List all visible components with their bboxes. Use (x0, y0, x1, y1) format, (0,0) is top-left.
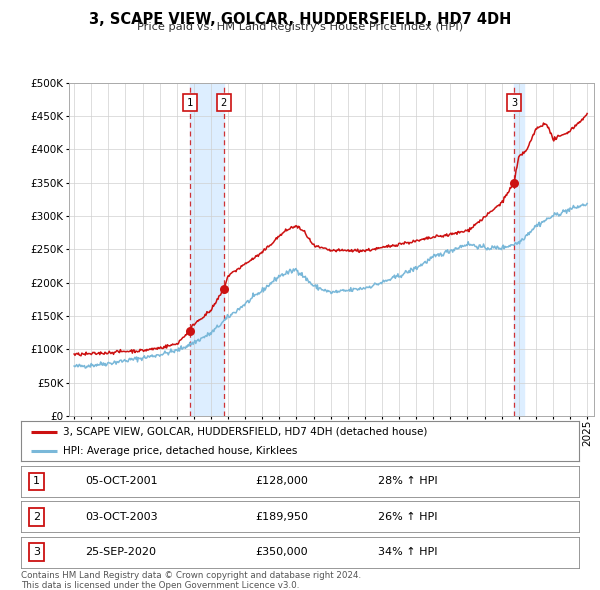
Bar (514, 83, 524, 416)
Text: 1: 1 (33, 477, 40, 486)
Text: 3: 3 (511, 97, 517, 107)
Text: £189,950: £189,950 (256, 512, 308, 522)
Text: 25-SEP-2020: 25-SEP-2020 (85, 548, 156, 557)
Text: 2: 2 (33, 512, 40, 522)
Bar (190, 83, 224, 416)
Text: 3, SCAPE VIEW, GOLCAR, HUDDERSFIELD, HD7 4DH: 3, SCAPE VIEW, GOLCAR, HUDDERSFIELD, HD7… (89, 12, 511, 27)
Text: £350,000: £350,000 (256, 548, 308, 557)
Text: HPI: Average price, detached house, Kirklees: HPI: Average price, detached house, Kirk… (63, 446, 297, 456)
Text: £128,000: £128,000 (256, 477, 308, 486)
Text: 03-OCT-2003: 03-OCT-2003 (85, 512, 158, 522)
Text: 05-OCT-2001: 05-OCT-2001 (85, 477, 158, 486)
Text: 3: 3 (33, 548, 40, 557)
Text: 1: 1 (187, 97, 193, 107)
Text: 3, SCAPE VIEW, GOLCAR, HUDDERSFIELD, HD7 4DH (detached house): 3, SCAPE VIEW, GOLCAR, HUDDERSFIELD, HD7… (63, 427, 427, 437)
Text: Price paid vs. HM Land Registry's House Price Index (HPI): Price paid vs. HM Land Registry's House … (137, 22, 463, 32)
Text: 34% ↑ HPI: 34% ↑ HPI (378, 548, 437, 557)
Text: Contains HM Land Registry data © Crown copyright and database right 2024.
This d: Contains HM Land Registry data © Crown c… (21, 571, 361, 590)
Text: 28% ↑ HPI: 28% ↑ HPI (378, 477, 438, 486)
Text: 2: 2 (221, 97, 227, 107)
Text: 26% ↑ HPI: 26% ↑ HPI (378, 512, 437, 522)
